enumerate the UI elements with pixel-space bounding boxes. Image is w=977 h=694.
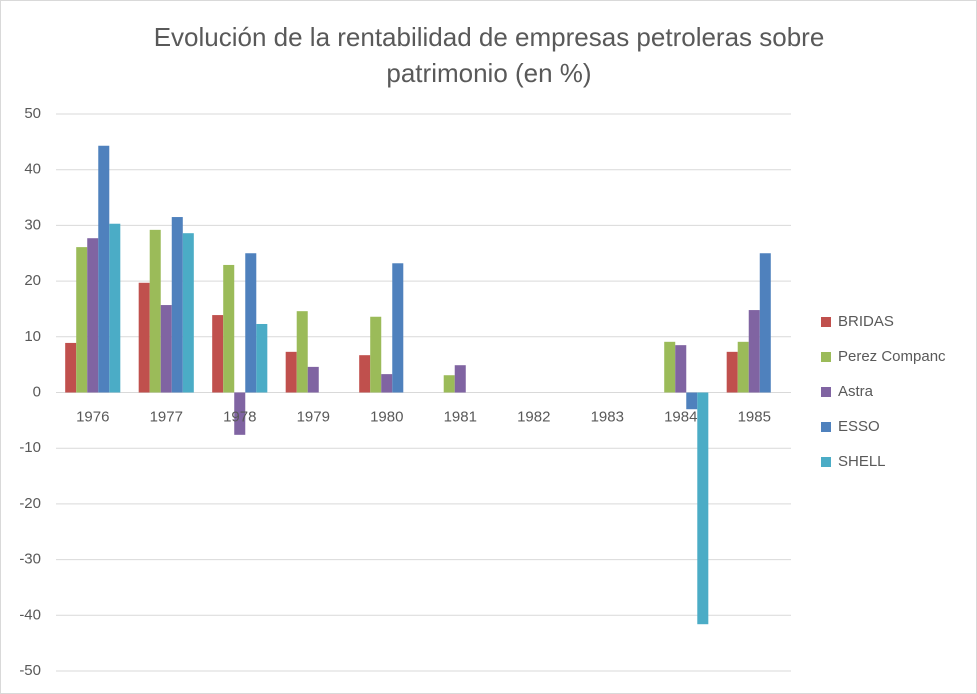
legend-label: Perez Companc <box>838 348 946 365</box>
legend-swatch <box>821 457 831 467</box>
x-tick-label: 1982 <box>517 408 550 425</box>
y-tick-label: 10 <box>24 328 41 345</box>
bar <box>370 316 382 393</box>
x-tick-label: 1978 <box>223 408 256 425</box>
y-tick-label: -50 <box>19 662 41 679</box>
chart-title: Evolución de la rentabilidad de empresas… <box>153 22 825 88</box>
y-tick-label: -30 <box>19 551 41 568</box>
bar <box>359 355 371 393</box>
bar <box>171 217 183 393</box>
bar <box>65 342 77 393</box>
bar <box>285 351 297 393</box>
bar <box>737 341 749 393</box>
bar <box>109 223 121 393</box>
bar <box>759 253 771 393</box>
x-tick-label: 1985 <box>738 408 771 425</box>
bar <box>697 392 709 625</box>
bar <box>223 264 235 393</box>
bar <box>392 263 404 393</box>
x-tick-label: 1984 <box>664 408 697 425</box>
x-tick-label: 1981 <box>444 408 477 425</box>
y-tick-label: -20 <box>19 495 41 512</box>
bar <box>675 345 687 393</box>
legend-swatch <box>821 352 831 362</box>
legend-label: BRIDAS <box>838 313 894 330</box>
x-tick-label: 1983 <box>591 408 624 425</box>
bar <box>87 238 99 393</box>
x-tick-label: 1979 <box>297 408 330 425</box>
x-tick-label: 1976 <box>76 408 109 425</box>
bar <box>381 374 393 393</box>
y-tick-label: 30 <box>24 216 41 233</box>
bar <box>138 282 150 393</box>
bar <box>454 365 466 393</box>
y-tick-label: -10 <box>19 439 41 456</box>
bar <box>245 253 257 393</box>
x-tick-label: 1980 <box>370 408 403 425</box>
x-tick-label: 1977 <box>150 408 183 425</box>
bar <box>76 247 88 393</box>
bar <box>212 315 224 393</box>
legend-swatch <box>821 317 831 327</box>
bar <box>748 310 760 393</box>
bar <box>307 366 319 393</box>
y-tick-label: 0 <box>33 383 41 400</box>
legend-label: ESSO <box>838 418 880 435</box>
bar <box>234 392 246 435</box>
legend-swatch <box>821 422 831 432</box>
bar <box>160 305 172 393</box>
bar <box>443 375 455 393</box>
bar <box>726 351 738 393</box>
legend-label: Astra <box>838 383 874 400</box>
bar <box>98 145 110 393</box>
legend-swatch <box>821 387 831 397</box>
bar <box>296 311 308 393</box>
bar <box>664 341 676 393</box>
bar <box>686 392 698 410</box>
legend-label: SHELL <box>838 453 886 470</box>
y-tick-label: 20 <box>24 272 41 289</box>
y-tick-label: -40 <box>19 606 41 623</box>
bar <box>182 233 194 393</box>
y-tick-label: 40 <box>24 161 41 178</box>
bar <box>256 323 268 393</box>
y-tick-label: 50 <box>24 105 41 122</box>
bar <box>149 229 161 393</box>
